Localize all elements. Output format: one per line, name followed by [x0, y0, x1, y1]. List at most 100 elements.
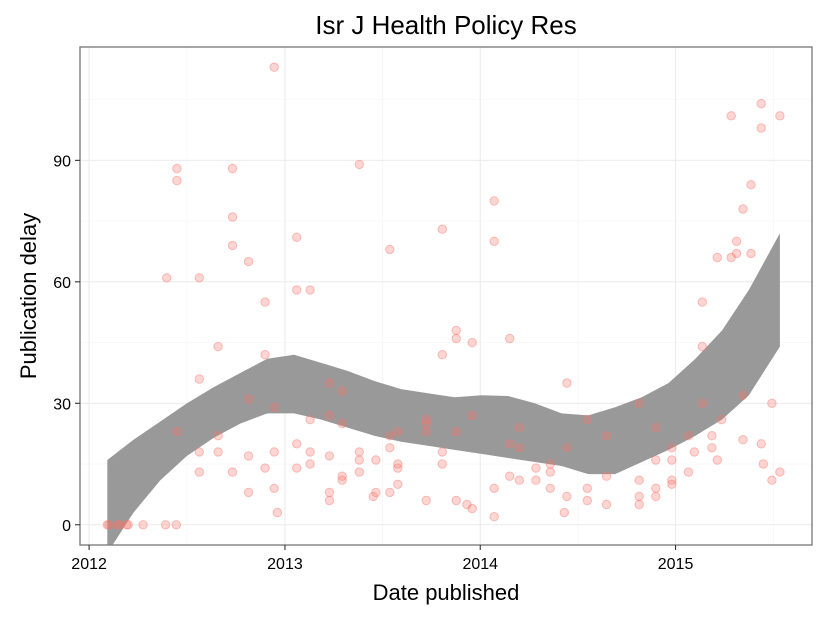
- data-point: [775, 111, 785, 121]
- data-point: [243, 394, 254, 404]
- data-point: [651, 491, 661, 502]
- data-point: [634, 491, 644, 502]
- x-tick-label: 2013: [267, 556, 303, 573]
- data-point: [489, 196, 499, 206]
- data-point: [213, 431, 223, 441]
- data-point: [162, 273, 172, 283]
- y-axis-title: Publication delay: [16, 213, 41, 379]
- data-point: [731, 236, 742, 247]
- data-point: [371, 455, 381, 465]
- data-point: [731, 248, 742, 259]
- data-point: [437, 350, 447, 360]
- data-point: [292, 463, 302, 473]
- data-point: [582, 414, 592, 425]
- data-point: [393, 426, 403, 437]
- axis-ticks: [75, 159, 677, 550]
- data-point: [121, 520, 132, 530]
- data-point: [562, 443, 572, 453]
- data-point: [756, 439, 766, 449]
- data-point: [292, 439, 302, 449]
- x-tick-labels: 2012 2013 2014 2015: [71, 556, 693, 573]
- data-point: [697, 398, 707, 408]
- data-point: [601, 431, 612, 441]
- data-point: [385, 431, 395, 441]
- data-point: [683, 431, 694, 441]
- data-point: [712, 455, 722, 465]
- data-point: [194, 273, 205, 283]
- data-point: [368, 491, 378, 502]
- data-point: [292, 232, 302, 243]
- data-point: [324, 410, 335, 421]
- data-point: [393, 463, 403, 473]
- data-point: [489, 483, 499, 493]
- data-point: [305, 447, 315, 457]
- data-point: [545, 483, 555, 493]
- data-point: [582, 483, 592, 493]
- data-point: [775, 467, 785, 477]
- data-point: [437, 447, 447, 457]
- data-point: [451, 325, 461, 336]
- data-point: [172, 426, 182, 437]
- data-point: [227, 467, 238, 477]
- data-point: [601, 471, 612, 481]
- data-point: [260, 297, 270, 307]
- data-point: [337, 475, 347, 485]
- confidence-band: [107, 233, 780, 545]
- data-point: [746, 180, 756, 190]
- data-point: [194, 447, 205, 457]
- data-point: [385, 443, 395, 453]
- chart-title: Isr J Health Policy Res: [315, 10, 577, 40]
- data-point: [437, 224, 447, 234]
- data-point: [514, 443, 524, 453]
- data-point: [102, 520, 113, 530]
- data-point: [269, 483, 279, 493]
- data-point: [421, 418, 431, 429]
- y-tick-labels: 0 30 60 90: [53, 153, 71, 534]
- data-point: [337, 386, 347, 396]
- plot-panel: [80, 47, 812, 545]
- data-point: [559, 507, 569, 518]
- data-point: [467, 410, 477, 421]
- data-point: [354, 447, 364, 457]
- data-point: [260, 350, 270, 360]
- data-point: [305, 459, 315, 469]
- data-point: [667, 479, 677, 489]
- x-axis-title: Date published: [373, 580, 520, 605]
- data-point: [354, 159, 364, 170]
- data-point: [371, 487, 381, 498]
- data-point: [324, 495, 335, 506]
- data-point: [324, 487, 335, 498]
- data-point: [227, 212, 238, 222]
- data-point: [421, 414, 431, 425]
- data-point: [756, 99, 766, 109]
- data-point: [213, 341, 223, 352]
- data-point: [260, 463, 270, 473]
- data-point: [707, 443, 717, 453]
- data-point: [726, 111, 736, 121]
- data-point: [514, 475, 524, 485]
- data-point: [269, 447, 279, 457]
- data-point: [305, 285, 315, 295]
- data-point: [385, 244, 395, 255]
- data-point: [489, 236, 499, 247]
- data-point: [324, 378, 335, 388]
- data-point: [651, 483, 661, 493]
- data-point: [324, 451, 335, 461]
- data-point: [651, 455, 661, 465]
- data-point: [716, 414, 727, 425]
- data-point: [393, 459, 403, 469]
- data-point: [194, 374, 205, 384]
- data-point: [437, 459, 447, 469]
- y-tick-label: 0: [62, 518, 71, 535]
- data-point: [172, 175, 182, 186]
- data-point: [451, 333, 461, 344]
- data-point: [562, 491, 572, 502]
- points-layer: [102, 62, 785, 530]
- data-point: [634, 475, 644, 485]
- data-point: [601, 499, 612, 510]
- data-point: [697, 341, 707, 352]
- data-point: [505, 471, 515, 481]
- data-point: [707, 431, 717, 441]
- y-tick-label: 90: [53, 153, 71, 170]
